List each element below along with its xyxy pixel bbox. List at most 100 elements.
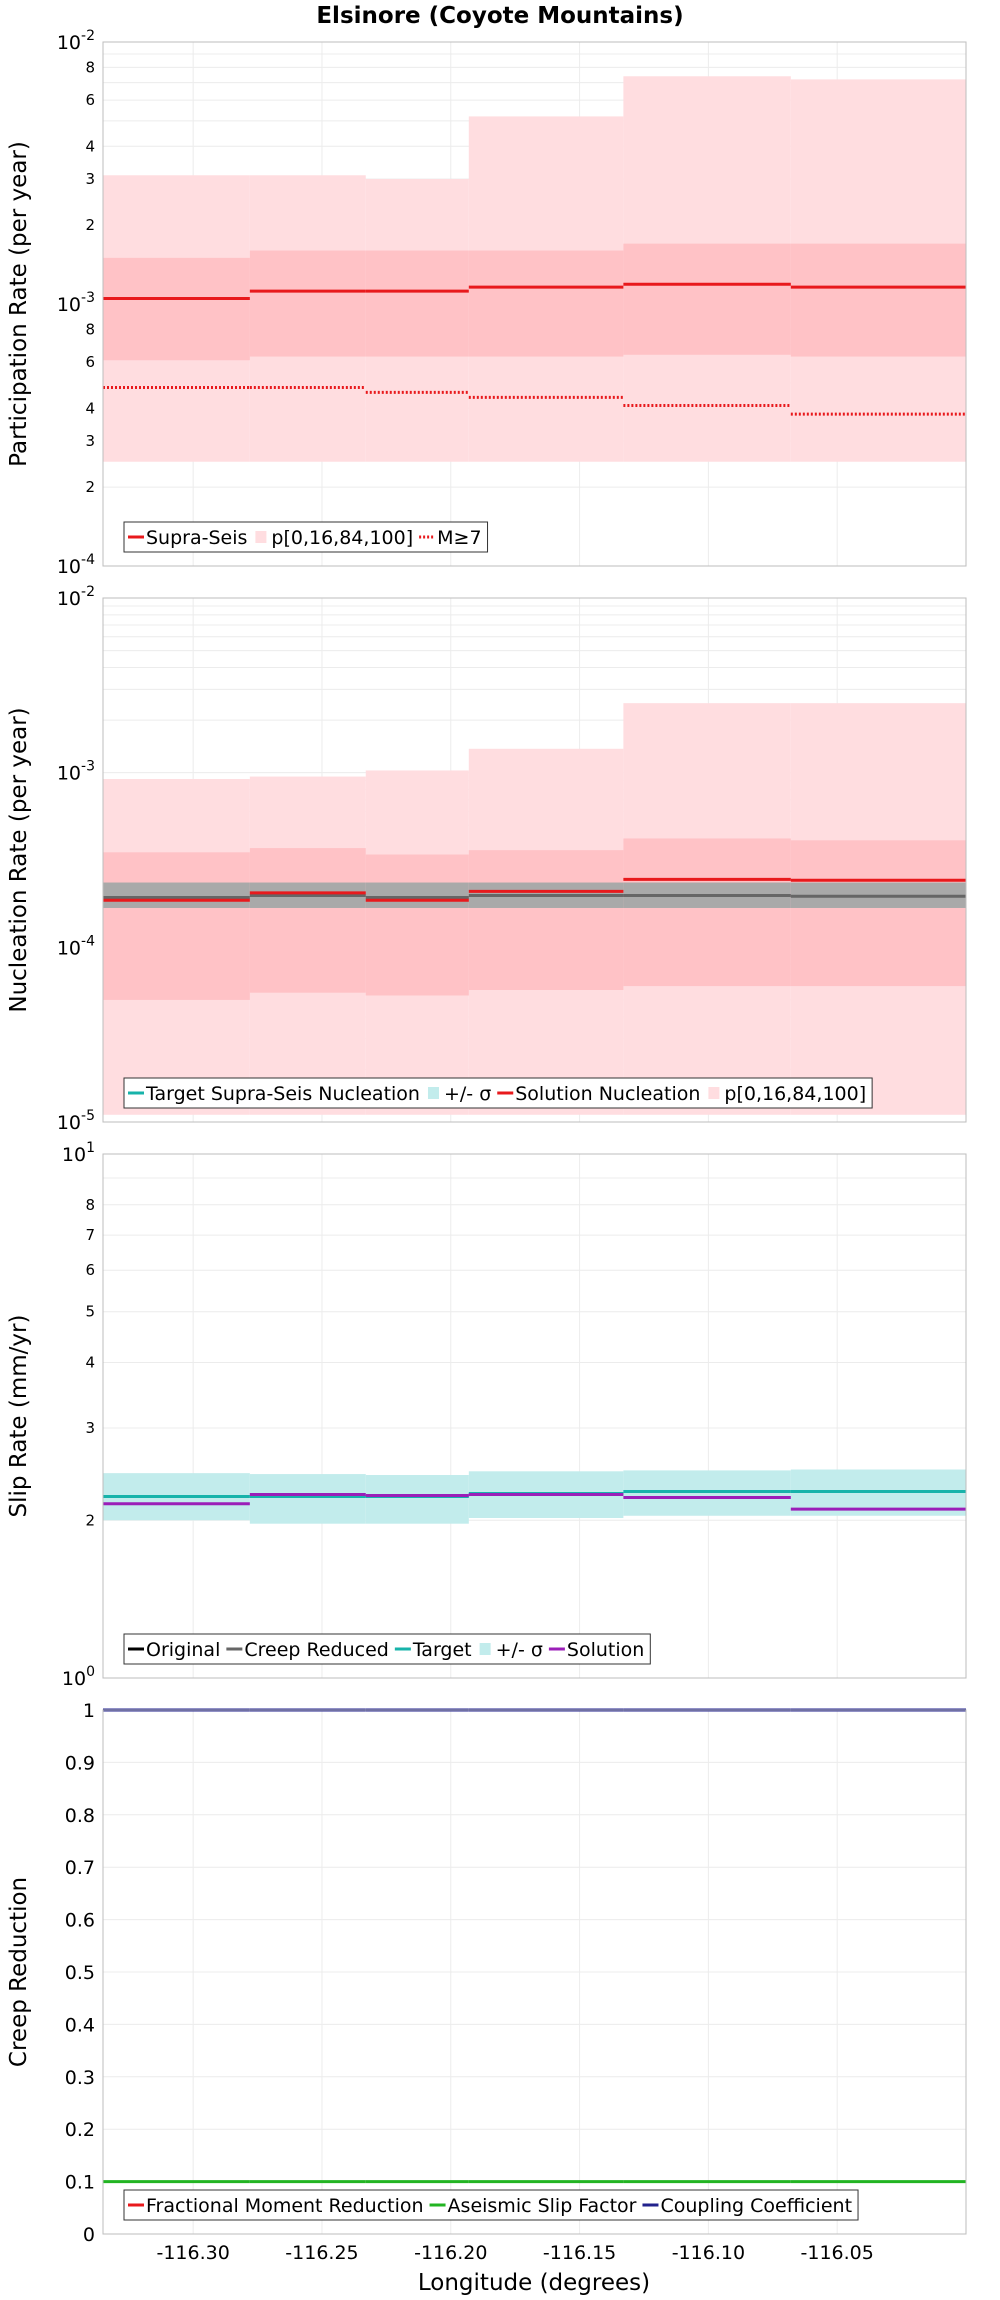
y-minor-tick-label: 6 xyxy=(85,91,95,109)
x-tick-label: -116.25 xyxy=(285,2242,358,2264)
legend-entry: Supra-Seis xyxy=(146,527,247,549)
legend-entry: +/- σ xyxy=(496,1639,543,1661)
y-tick-label: 0.2 xyxy=(65,2119,95,2141)
panel-participation: 10-2 10-3 10-4 8 6 4 3 2 8 6 4 3 2 Participation Rate… xyxy=(6,28,967,578)
plot-area xyxy=(103,1154,966,1678)
legend-swatch xyxy=(427,1087,439,1099)
legend-swatch xyxy=(255,531,267,543)
x-tick-label: -116.30 xyxy=(156,2242,229,2264)
y-axis-label: Participation Rate (per year) xyxy=(6,141,32,467)
band-segment xyxy=(103,852,250,1000)
legend-entry: Aseismic Slip Factor xyxy=(448,2195,637,2217)
legend-entry: Fractional Moment Reduction xyxy=(146,2195,424,2217)
legend-box xyxy=(123,2189,859,2221)
y-tick-label: 1 xyxy=(83,1700,95,1722)
y-tick-label: 100 xyxy=(62,1664,95,1690)
band-segment xyxy=(249,848,366,993)
band-segment xyxy=(790,840,966,987)
panel-slip: 101 100 8 7 6 5 4 3 2 Slip Rate (mm/yr) Original Cr… xyxy=(6,1140,967,1690)
y-tick-label: 101 xyxy=(62,1140,95,1166)
band-segment xyxy=(103,257,250,361)
y-tick-label: 0.6 xyxy=(65,1910,95,1932)
y-tick-label: 0 xyxy=(83,2224,95,2246)
band-segment xyxy=(468,850,624,990)
y-minor-tick-label: 5 xyxy=(85,1303,95,1321)
legend-entry: Target Supra-Seis Nucleation xyxy=(145,1083,420,1105)
legend-entry: +/- σ xyxy=(444,1083,491,1105)
y-tick-label: 0.5 xyxy=(65,1962,95,1984)
y-tick-label: 0.9 xyxy=(65,1752,95,1774)
y-minor-tick-label: 3 xyxy=(85,1419,95,1437)
band-segment xyxy=(623,1470,791,1516)
band-segment xyxy=(249,1474,366,1524)
y-tick-label: 10-2 xyxy=(57,28,95,54)
plot-frame xyxy=(102,41,967,567)
legend-entry: Target xyxy=(412,1639,472,1661)
y-minor-tick-label: 4 xyxy=(85,1354,95,1372)
panel-creep: 1 0.9 0.8 0.7 0.6 0.5 0.4 0.3 0.2 0.1 0 -116.30 -116… xyxy=(6,1700,967,2264)
y-minor-tick-label: 8 xyxy=(85,1196,95,1214)
legend-entry: Solution xyxy=(567,1639,644,1661)
x-tick-label: -116.05 xyxy=(801,2242,874,2264)
y-minor-tick-label: 6 xyxy=(85,1261,95,1279)
y-tick-label: 0.8 xyxy=(65,1805,95,1827)
legend-entry: M≥7 xyxy=(437,527,481,549)
band-segment xyxy=(365,1475,469,1524)
legend-swatch xyxy=(479,1643,491,1655)
y-minor-tick-label: 2 xyxy=(85,478,95,496)
band-segment xyxy=(365,250,469,357)
panel-nucleation: 10-2 10-3 10-4 10-5 Nucleation Rate (per yea… xyxy=(6,584,967,1134)
y-minor-tick-label: 6 xyxy=(85,353,95,371)
y-tick-label: 10-2 xyxy=(57,584,95,610)
legend: Supra-Seis p[0,16,84,100] M≥7 xyxy=(123,521,489,553)
y-axis-label: Nucleation Rate (per year) xyxy=(6,707,32,1012)
legend-entry: p[0,16,84,100] xyxy=(724,1083,866,1105)
y-tick-label: 0.7 xyxy=(65,1857,95,1879)
y-minor-tick-label: 2 xyxy=(85,1511,95,1529)
y-tick-label: 0.3 xyxy=(65,2067,95,2089)
y-tick-label: 10-5 xyxy=(57,1108,95,1134)
x-tick-label: -116.10 xyxy=(672,2242,745,2264)
y-minor-tick-label: 8 xyxy=(85,320,95,338)
band-segment xyxy=(249,250,366,357)
x-tick-label: -116.15 xyxy=(543,2242,616,2264)
legend-entry: p[0,16,84,100] xyxy=(271,527,413,549)
legend: Fractional Moment Reduction Aseismic Slip… xyxy=(123,2189,859,2221)
legend: Original Creep Reduced Target +/- σ Solution xyxy=(123,1633,651,1665)
plot-frame xyxy=(102,597,967,1123)
y-minor-tick-label: 2 xyxy=(85,216,95,234)
y-tick-label: 0.1 xyxy=(65,2172,95,2194)
plot-frame xyxy=(102,1153,967,1679)
band-segment xyxy=(623,838,791,987)
y-minor-tick-label: 7 xyxy=(85,1226,95,1244)
y-tick-label: 10-3 xyxy=(57,290,95,316)
legend-swatch xyxy=(708,1087,720,1099)
legend-entry: Solution Nucleation xyxy=(515,1083,700,1105)
y-minor-tick-label: 8 xyxy=(85,58,95,76)
legend-entry: Coupling Coefficient xyxy=(660,2195,852,2217)
y-tick-label: 0.4 xyxy=(65,2014,95,2036)
y-axis-label: Creep Reduction xyxy=(6,1877,32,2067)
band-segment xyxy=(103,882,250,908)
legend-box xyxy=(123,521,489,553)
band-segment xyxy=(468,250,624,357)
y-axis-label: Slip Rate (mm/yr) xyxy=(6,1315,32,1518)
legend: Target Supra-Seis Nucleation +/- σ Solutio… xyxy=(123,1077,873,1109)
x-axis-label: Longitude (degrees) xyxy=(418,2270,650,2296)
band-segment xyxy=(365,882,469,908)
band-segment xyxy=(623,243,791,355)
y-minor-tick-label: 3 xyxy=(85,432,95,450)
y-minor-tick-label: 4 xyxy=(85,137,95,155)
figure-title: Elsinore (Coyote Mountains) xyxy=(316,3,683,29)
band-segment xyxy=(790,243,966,357)
y-tick-label: 10-4 xyxy=(57,933,95,959)
y-minor-tick-label: 4 xyxy=(85,399,95,417)
legend-entry: Original xyxy=(146,1639,220,1661)
band-segment xyxy=(365,854,469,996)
legend-entry: Creep Reduced xyxy=(244,1639,388,1661)
x-tick-label: -116.20 xyxy=(414,2242,487,2264)
y-tick-label: 10-3 xyxy=(57,759,95,785)
y-minor-tick-label: 3 xyxy=(85,170,95,188)
y-tick-label: 10-4 xyxy=(57,552,95,578)
